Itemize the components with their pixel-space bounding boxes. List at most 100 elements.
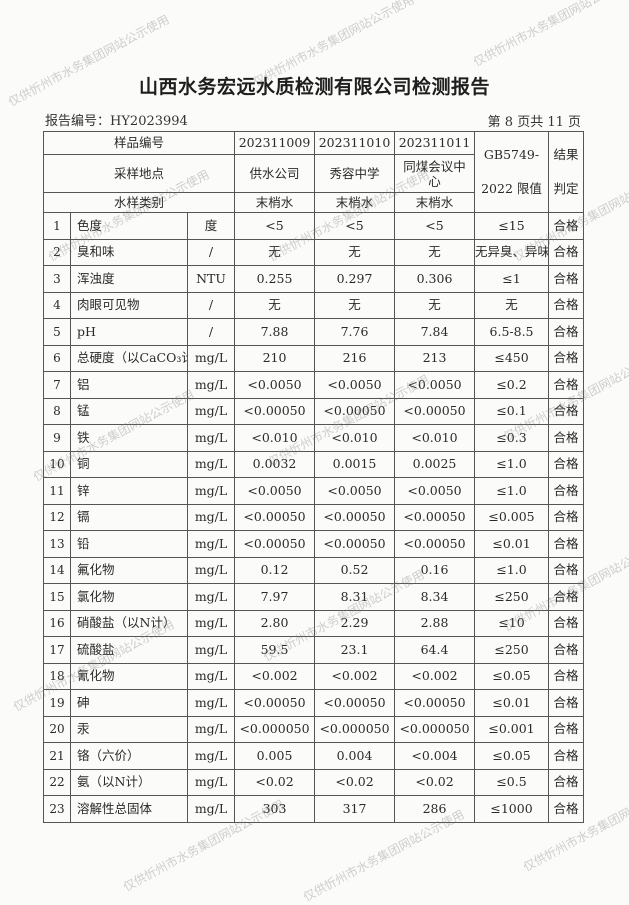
item-name: 硫酸盐 — [70, 636, 188, 664]
item-name: pH — [70, 318, 188, 346]
item-number: 6 — [43, 344, 71, 372]
unit: 度 — [186, 212, 236, 240]
unit: mg/L — [186, 662, 236, 690]
sample-value: <5 — [394, 212, 476, 240]
sample-value: 无 — [234, 238, 316, 266]
sample-value: 2.80 — [234, 609, 316, 637]
sample-value: <0.00050 — [314, 503, 396, 531]
result-value: 合格 — [548, 609, 585, 637]
sample-value: <0.02 — [394, 768, 476, 796]
sample-number: 202311010 — [314, 131, 396, 155]
limit-value: ≤0.5 — [474, 768, 550, 796]
result-value: 合格 — [548, 689, 585, 717]
item-name: 铜 — [70, 450, 188, 478]
sample-value: 无 — [314, 291, 396, 319]
item-number: 20 — [43, 715, 71, 743]
sample-value: <0.010 — [394, 424, 476, 452]
item-number: 19 — [43, 689, 71, 717]
table-row: 17 硫酸盐 mg/L 59.5 23.1 64.4 ≤250 合格 — [43, 636, 585, 664]
sample-value: 0.297 — [314, 265, 396, 293]
sample-value: 0.005 — [234, 742, 316, 770]
result-value: 合格 — [548, 212, 585, 240]
watermark: 仅供忻州市水务集团网站公示使用 — [470, 0, 629, 70]
sample-value: 210 — [234, 344, 316, 372]
sample-value: <0.000050 — [314, 715, 396, 743]
standard-header: GB5749- 2022 限值 — [474, 131, 550, 213]
item-name: 氟化物 — [70, 556, 188, 584]
standard-label-2: 2022 限值 — [481, 181, 542, 196]
unit: mg/L — [186, 636, 236, 664]
sample-value: 0.255 — [234, 265, 316, 293]
unit: / — [186, 238, 236, 266]
result-value: 合格 — [548, 371, 585, 399]
table-row: 10 铜 mg/L 0.0032 0.0015 0.0025 ≤1.0 合格 — [43, 450, 585, 478]
sample-value: 2.29 — [314, 609, 396, 637]
limit-value: ≤0.05 — [474, 742, 550, 770]
result-value: 合格 — [548, 742, 585, 770]
sample-number: 202311009 — [234, 131, 316, 155]
sample-value: <0.00050 — [394, 689, 476, 717]
sample-value: 0.004 — [314, 742, 396, 770]
result-value: 合格 — [548, 583, 585, 611]
item-name: 浑浊度 — [70, 265, 188, 293]
water-type: 末梢水 — [314, 192, 396, 213]
limit-value: ≤0.1 — [474, 397, 550, 425]
sample-value: <0.0050 — [394, 371, 476, 399]
sample-value: <0.002 — [394, 662, 476, 690]
item-name: 镉 — [70, 503, 188, 531]
limit-value: ≤1.0 — [474, 556, 550, 584]
item-name: 溶解性总固体 — [70, 795, 188, 823]
sample-value: 303 — [234, 795, 316, 823]
item-number: 8 — [43, 397, 71, 425]
unit: mg/L — [186, 450, 236, 478]
table-row: 22 氨（以N计） mg/L <0.02 <0.02 <0.02 ≤0.5 合格 — [43, 768, 585, 796]
result-value: 合格 — [548, 344, 585, 372]
sample-value: <0.00050 — [234, 689, 316, 717]
result-value: 合格 — [548, 424, 585, 452]
sample-value: <0.0050 — [314, 371, 396, 399]
sample-value: 无 — [234, 291, 316, 319]
result-header: 结果 判定 — [548, 131, 585, 213]
table-row: 2 臭和味 / 无无无无异臭、异味 合格 — [43, 238, 585, 266]
sample-value: 8.31 — [314, 583, 396, 611]
table-row: 15 氯化物 mg/L 7.97 8.31 8.34 ≤250 合格 — [43, 583, 585, 611]
item-number: 16 — [43, 609, 71, 637]
sample-value: <5 — [314, 212, 396, 240]
limit-value: ≤1.0 — [474, 450, 550, 478]
sample-value: 0.0025 — [394, 450, 476, 478]
item-number: 4 — [43, 291, 71, 319]
item-number: 1 — [43, 212, 71, 240]
item-name: 铅 — [70, 530, 188, 558]
item-number: 17 — [43, 636, 71, 664]
sample-value: <0.02 — [314, 768, 396, 796]
item-name: 氯化物 — [70, 583, 188, 611]
unit: / — [186, 291, 236, 319]
sample-value: <0.00050 — [234, 503, 316, 531]
result-value: 合格 — [548, 291, 585, 319]
limit-value: ≤0.01 — [474, 689, 550, 717]
location-row: 采样地点 供水公司 秀容中学 同煤会议中心 — [42, 154, 584, 193]
unit: mg/L — [186, 530, 236, 558]
result-value: 合格 — [548, 715, 585, 743]
table-row: 4 肉眼可见物 / 无无无无合格 — [43, 291, 585, 319]
item-number: 15 — [43, 583, 71, 611]
result-value: 合格 — [548, 556, 585, 584]
table-row: 19 砷 mg/L <0.00050 <0.00050 <0.00050 ≤0.01 合格 — [43, 689, 585, 717]
sample-value: <0.000050 — [234, 715, 316, 743]
sample-value: 7.97 — [234, 583, 316, 611]
table-row: 7 铝 mg/L <0.0050 <0.0050 <0.0050 ≤0.2 合格 — [43, 371, 585, 399]
unit: mg/L — [186, 397, 236, 425]
sample-value: <0.00050 — [234, 397, 316, 425]
table-row: 13 铅 mg/L <0.00050 <0.00050 <0.00050 ≤0.01 合格 — [43, 530, 585, 558]
page-number: 第 8 页共 11 页 — [487, 115, 581, 130]
limit-value: ≤0.05 — [474, 662, 550, 690]
item-name: 肉眼可见物 — [70, 291, 188, 319]
item-name: 铁 — [70, 424, 188, 452]
item-number: 23 — [43, 795, 71, 823]
sample-value: 无 — [314, 238, 396, 266]
water-type: 末梢水 — [234, 192, 316, 213]
result-value: 合格 — [548, 238, 585, 266]
sample-value: 无 — [394, 291, 476, 319]
limit-value: ≤0.005 — [474, 503, 550, 531]
item-name: 氨（以N计） — [70, 768, 188, 796]
